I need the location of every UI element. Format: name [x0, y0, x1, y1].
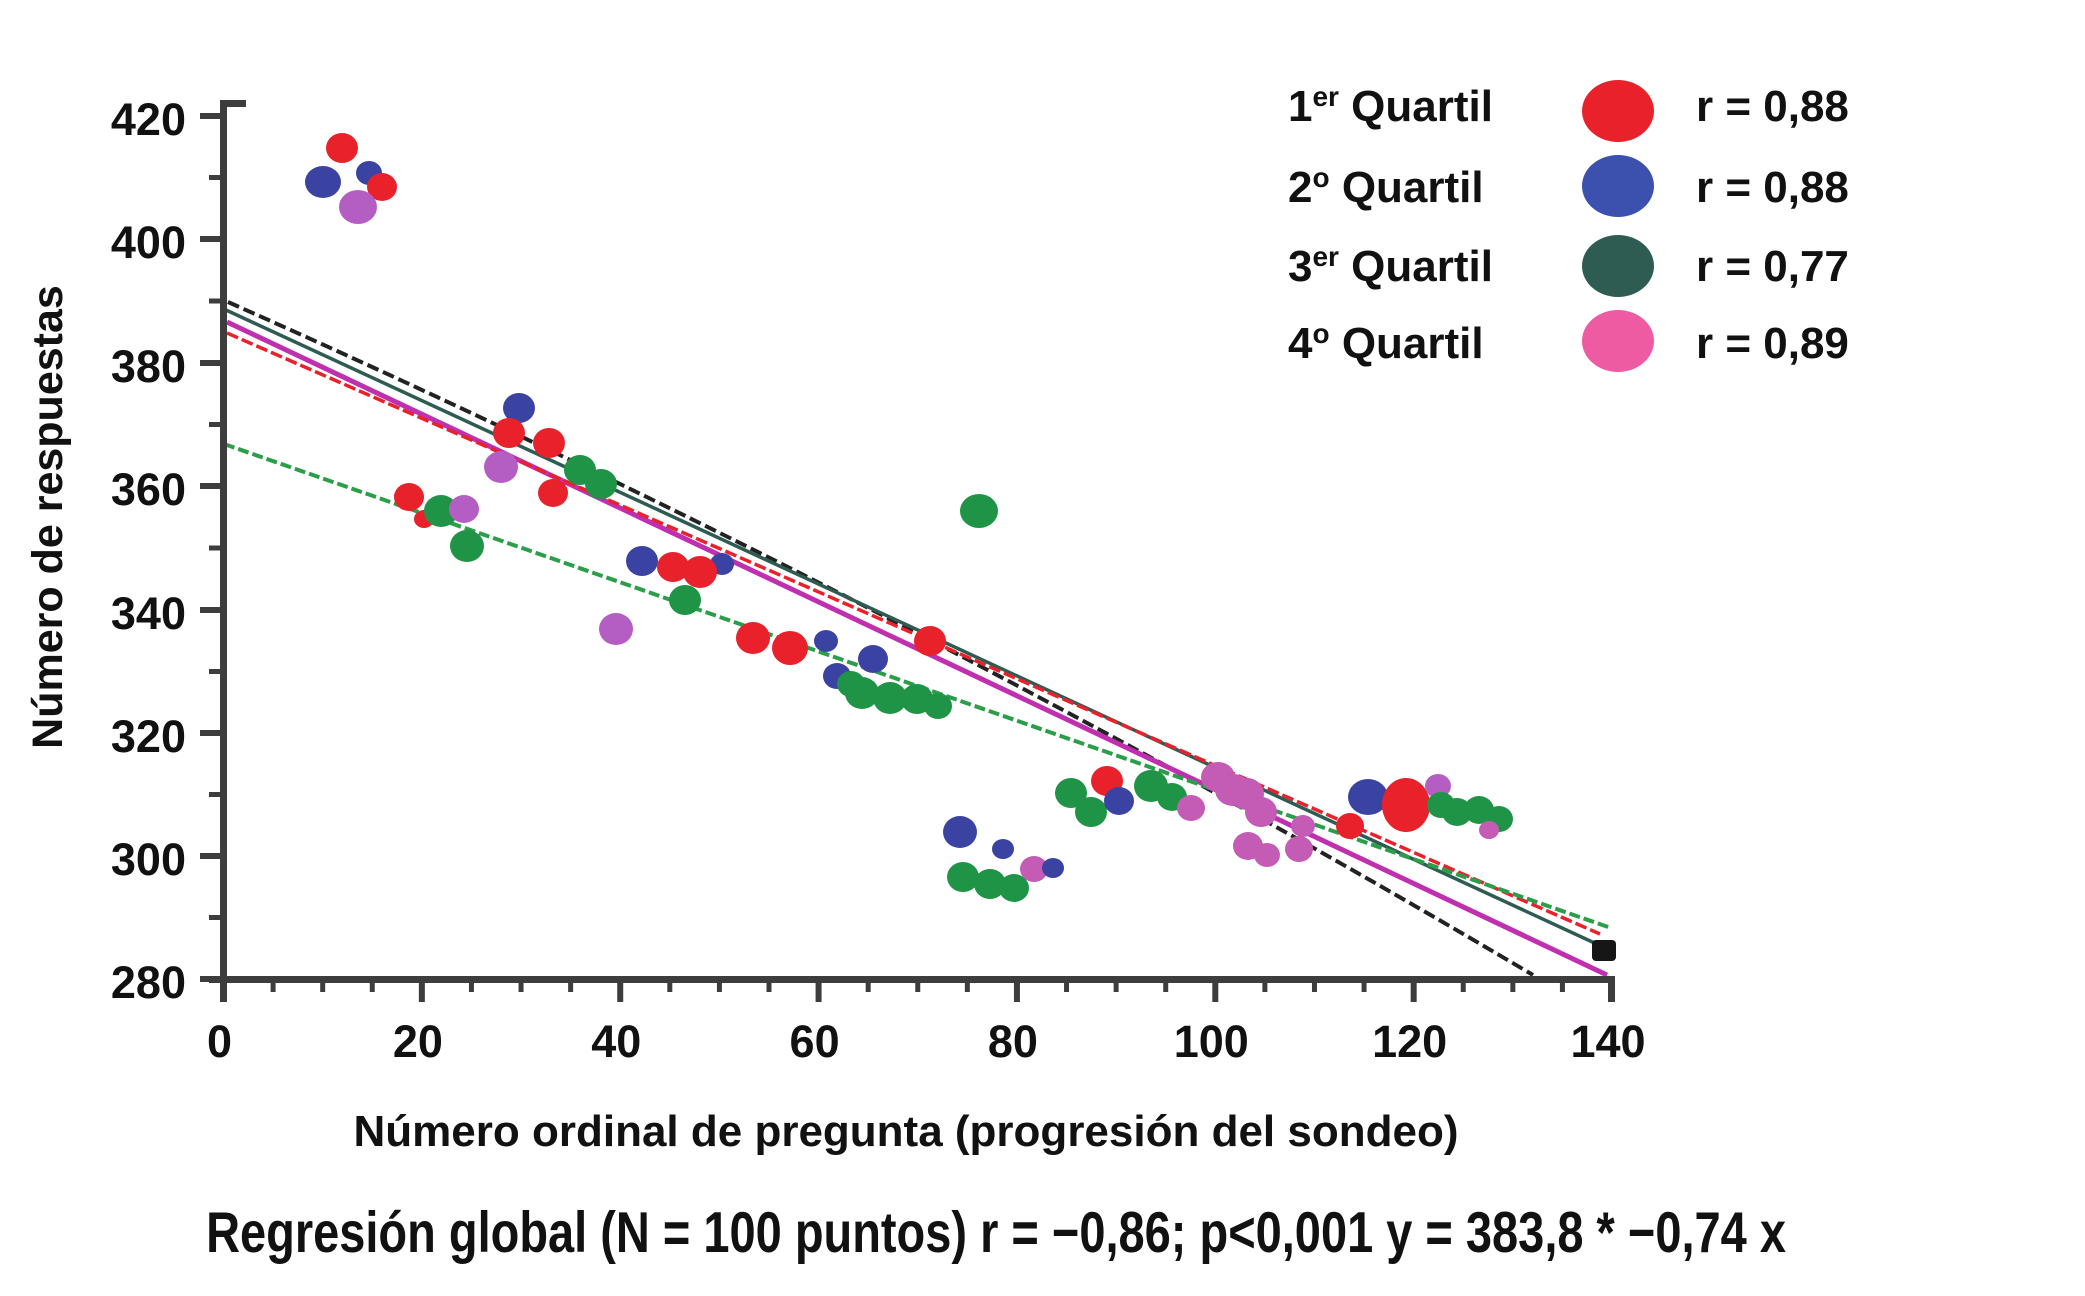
svg-text:60: 60 — [790, 1016, 840, 1067]
svg-text:80: 80 — [988, 1016, 1038, 1067]
svg-text:0: 0 — [207, 1016, 232, 1067]
svg-text:r = 0,88: r = 0,88 — [1696, 163, 1849, 212]
svg-text:40: 40 — [591, 1016, 641, 1067]
svg-text:r = 0,88: r = 0,88 — [1696, 82, 1849, 131]
svg-text:3er Quartil: 3er Quartil — [1288, 241, 1493, 291]
svg-text:4o Quartil: 4o Quartil — [1288, 318, 1484, 368]
svg-text:1er Quartil: 1er Quartil — [1288, 81, 1493, 131]
svg-text:360: 360 — [111, 464, 186, 515]
svg-text:100: 100 — [1174, 1016, 1249, 1067]
svg-text:Regresión global (N = 100 punt: Regresión global (N = 100 puntos) r = −0… — [206, 1202, 1786, 1265]
svg-text:320: 320 — [111, 711, 186, 762]
svg-text:120: 120 — [1372, 1016, 1447, 1067]
svg-text:20: 20 — [393, 1016, 443, 1067]
svg-text:Número de respuestas: Número de respuestas — [24, 285, 72, 749]
svg-text:280: 280 — [111, 957, 186, 1008]
svg-text:380: 380 — [111, 341, 186, 392]
svg-text:400: 400 — [111, 217, 186, 268]
svg-text:Número ordinal de pregunta (pr: Número ordinal de pregunta (progresión d… — [354, 1107, 1459, 1156]
svg-text:340: 340 — [111, 588, 186, 639]
svg-text:140: 140 — [1570, 1016, 1645, 1067]
svg-text:300: 300 — [111, 834, 186, 885]
svg-text:r = 0,89: r = 0,89 — [1696, 319, 1849, 368]
svg-text:r = 0,77: r = 0,77 — [1696, 242, 1849, 291]
svg-text:420: 420 — [111, 94, 186, 145]
